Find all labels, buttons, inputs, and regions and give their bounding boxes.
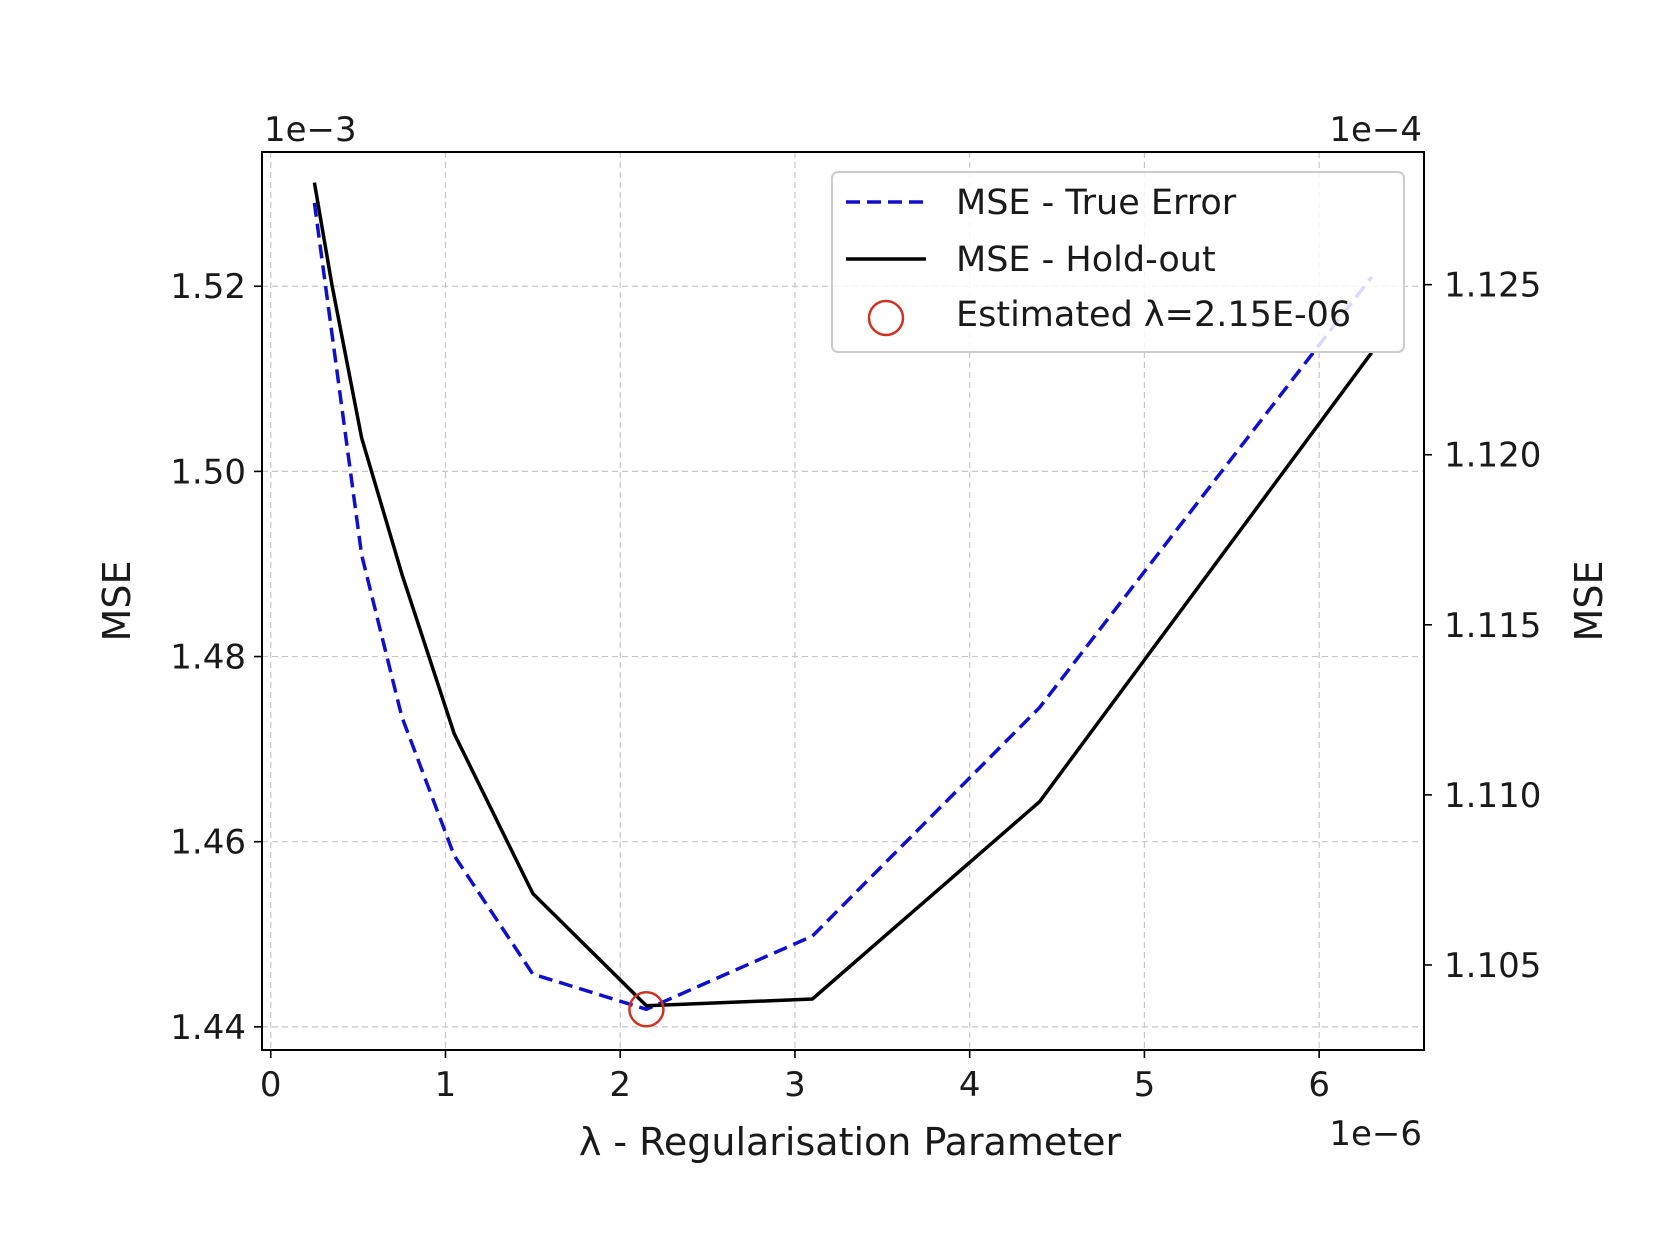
x-tick-label: 1 — [435, 1065, 457, 1105]
legend-true-error-label: MSE - True Error — [956, 183, 1237, 223]
right-y-tick-label: 1.125 — [1444, 266, 1541, 306]
x-tick-label: 5 — [1134, 1065, 1156, 1105]
hold-out-line — [312, 182, 1374, 1008]
left-y-tick-label: 1.50 — [170, 452, 246, 492]
legend-marker-swatch — [867, 299, 905, 337]
x-tick-label: 2 — [609, 1065, 631, 1105]
estimated-lambda-marker — [628, 991, 665, 1028]
ticks-layer: 0 1 2 3 4 5 6 1.44 1.46 1.48 1.50 1.52 1.105 1.110 1.1… — [170, 266, 1541, 1105]
right-y-tick-label: 1.110 — [1444, 776, 1541, 816]
x-axis-offset-label: 1e−6 — [1329, 1114, 1422, 1154]
left-y-tick-label: 1.44 — [170, 1008, 246, 1048]
left-y-tick-label: 1.52 — [170, 267, 246, 307]
legend: MSE - True Error MSE - Hold-out Estimate… — [831, 171, 1405, 353]
right-axis-offset-label: 1e−4 — [1329, 110, 1422, 150]
right-y-axis-label: MSE — [1567, 561, 1611, 642]
right-y-tick-label: 1.120 — [1444, 436, 1541, 476]
plot-frame — [261, 151, 1425, 1051]
left-y-tick-label: 1.48 — [170, 638, 246, 678]
x-tick-label: 0 — [260, 1065, 282, 1105]
left-y-tick-label: 1.46 — [170, 823, 246, 863]
true-error-line — [312, 202, 1373, 1012]
left-axis-offset-label: 1e−3 — [264, 110, 357, 150]
x-tick-label: 3 — [784, 1065, 806, 1105]
left-y-axis-label: MSE — [95, 561, 139, 642]
x-tick-label: 4 — [959, 1065, 981, 1105]
right-y-tick-label: 1.105 — [1444, 946, 1541, 986]
right-y-tick-label: 1.115 — [1444, 606, 1541, 646]
legend-marker-label: Estimated λ=2.15E-06 — [956, 295, 1351, 335]
x-tick-label: 6 — [1308, 1065, 1330, 1105]
x-axis-label: λ - Regularisation Parameter — [579, 1120, 1122, 1164]
legend-box — [831, 171, 1405, 353]
series-layer — [312, 182, 1374, 1028]
legend-hold-out-label: MSE - Hold-out — [956, 240, 1216, 280]
